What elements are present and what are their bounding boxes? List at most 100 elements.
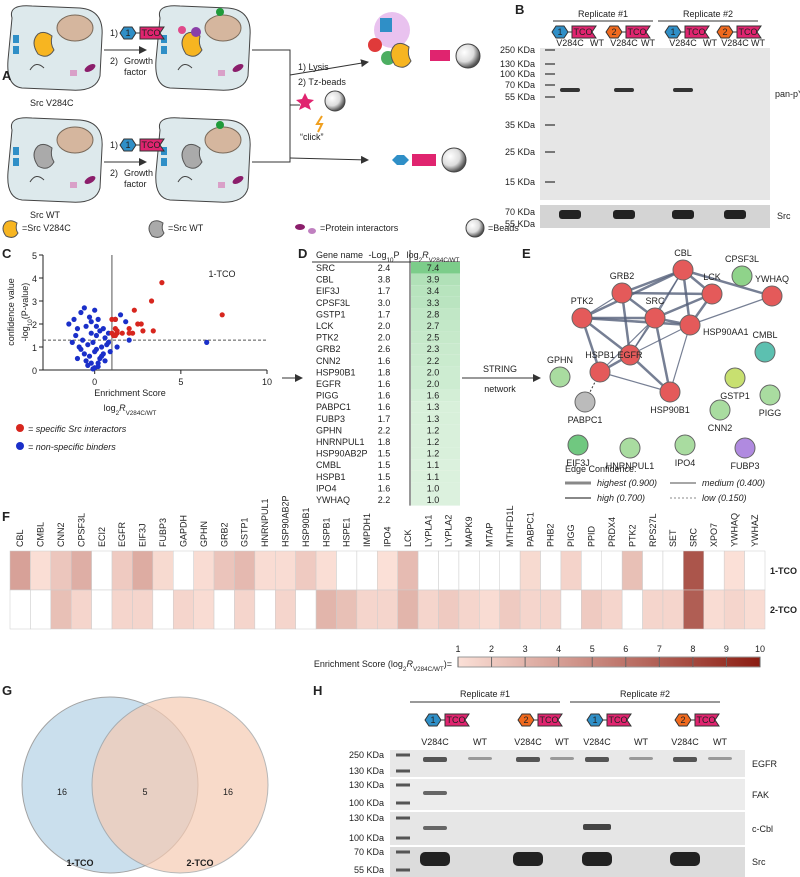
node	[724, 367, 746, 389]
point	[126, 326, 132, 332]
scale-label: 10	[755, 644, 765, 654]
legend-marker	[16, 442, 24, 450]
text-part: Enrichment Score (log	[314, 659, 403, 669]
ladder-band	[545, 181, 555, 183]
ladder-band	[545, 73, 555, 75]
heat-cell	[601, 589, 623, 630]
column-label: YWHAZ	[750, 514, 760, 547]
arrow	[289, 59, 369, 76]
point	[123, 319, 129, 325]
cell-shade	[411, 331, 460, 344]
legend-title: Edge Confidence:	[565, 464, 637, 474]
column-label: PRDX4	[607, 517, 617, 547]
table-cell: EIF3J	[316, 286, 340, 296]
label: 2) Tz-beads	[298, 77, 346, 87]
blot-label: EGFR	[752, 759, 778, 769]
replicate-label: Replicate #2	[683, 9, 733, 19]
heat-cell	[132, 550, 154, 591]
table-cell: EGFR	[316, 379, 342, 389]
edge	[669, 324, 691, 393]
ladder-band	[545, 124, 555, 126]
node	[709, 399, 731, 421]
column-label: GPHN	[199, 521, 209, 547]
table-cell: GPHN	[316, 425, 342, 435]
heat-cell	[254, 550, 276, 591]
chart-title: 1-TCO	[209, 269, 236, 279]
empty-cell	[499, 550, 521, 591]
point	[74, 326, 81, 332]
color-bar	[457, 656, 761, 668]
table-header: Gene name	[316, 250, 363, 260]
column-label: CNN2	[56, 522, 66, 547]
point	[131, 307, 137, 313]
tco-label: TCO	[687, 27, 706, 37]
column-label: CMBL	[36, 522, 46, 547]
ladder-band	[396, 801, 410, 805]
legend-text: medium (0.400)	[702, 478, 765, 488]
scale-label: 6	[623, 644, 628, 654]
empty-cell	[9, 589, 31, 630]
ladder-band	[545, 49, 555, 51]
table-cell: PIGG	[316, 391, 339, 401]
tco-label: TCO	[574, 27, 593, 37]
x-tick-label: 10	[262, 377, 272, 387]
table-cell: GRB2	[316, 344, 341, 354]
growth-factor	[216, 8, 224, 16]
text-part: R	[422, 250, 429, 260]
column-label: HNRNPUL1	[260, 498, 270, 547]
cell-shade	[411, 378, 460, 390]
point	[114, 344, 120, 350]
heat-cell	[111, 550, 133, 591]
node-label: IPO4	[675, 458, 696, 468]
marker-label: 35 KDa	[505, 120, 535, 130]
label: 2)	[110, 56, 118, 66]
ladder-band	[396, 868, 410, 872]
scale-label: 8	[690, 644, 695, 654]
y-axis-label: confidence value	[6, 278, 16, 346]
table-cell: 7.4	[427, 263, 440, 273]
bracket	[252, 49, 300, 163]
table-cell: 1.1	[427, 472, 440, 482]
legend-text: = specific Src interactors	[28, 424, 127, 434]
probe-number: 1	[557, 27, 562, 37]
table-cell: 2.0	[378, 333, 391, 343]
table-cell: SRC	[316, 263, 336, 273]
table-cell: 1.6	[427, 391, 440, 401]
panel-label: G	[2, 683, 12, 698]
probe-number: 2	[611, 27, 616, 37]
interactor	[191, 27, 201, 37]
column-label: IPO4	[383, 526, 393, 547]
point	[83, 323, 89, 329]
venn-count: 16	[57, 787, 67, 797]
heat-cell	[723, 550, 745, 591]
heat-cell	[336, 589, 358, 630]
table-cell: 1.0	[427, 483, 440, 493]
marker-label: 100 KDa	[500, 69, 535, 79]
text-part: (P-value)	[20, 283, 30, 320]
table-cell: 1.6	[378, 356, 391, 366]
point	[90, 366, 96, 372]
cell-shade	[411, 447, 460, 460]
column-label: PTK2	[627, 524, 637, 547]
point	[78, 346, 84, 352]
x-axis-label: Enrichment Score	[94, 388, 166, 398]
table-cell: HNRNPUL1	[316, 437, 365, 447]
venn-circle	[91, 696, 269, 874]
node	[759, 384, 781, 406]
blot-label: c-Cbl	[752, 824, 773, 834]
band	[629, 757, 653, 760]
empty-cell	[744, 550, 766, 591]
legend-icon	[308, 228, 316, 234]
cell-shade	[411, 296, 460, 309]
table-cell: 1.8	[378, 367, 391, 377]
cell	[7, 5, 103, 91]
heat-cell	[50, 550, 72, 591]
heat-cell	[295, 550, 317, 591]
band	[516, 757, 540, 762]
blot	[540, 205, 770, 228]
legend-text: low (0.150)	[702, 493, 747, 503]
column-label: EIF3J	[138, 523, 148, 547]
table-header: -Log10P	[368, 250, 399, 264]
lane-label: V284C	[421, 737, 449, 747]
table-cell: 2.7	[427, 321, 440, 331]
